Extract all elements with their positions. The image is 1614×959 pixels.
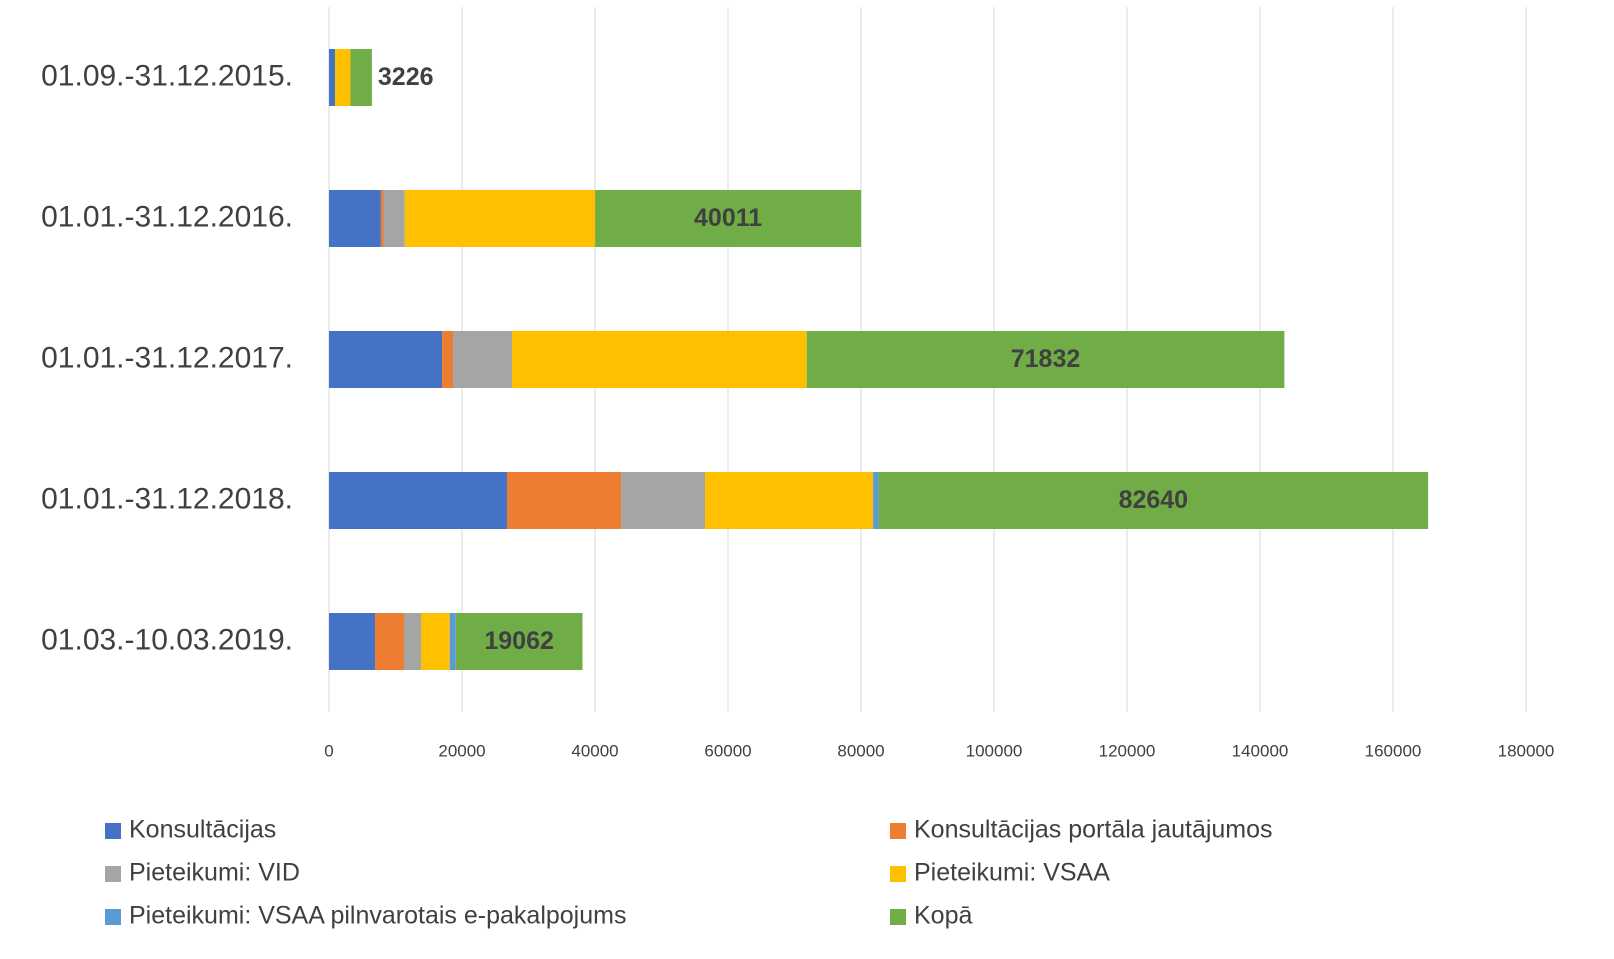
- y-tick-label: 01.03.-10.03.2019.: [41, 623, 293, 656]
- legend-label: Konsultācijas: [129, 816, 276, 844]
- bar-segment: [512, 331, 807, 388]
- legend-label: Kopā: [914, 902, 972, 930]
- legend-swatch: [105, 909, 121, 925]
- legend-swatch: [890, 823, 906, 839]
- x-tick-label: 180000: [1498, 741, 1555, 760]
- legend-label: Konsultācijas portāla jautājumos: [914, 816, 1273, 844]
- bar-segment: [329, 49, 335, 106]
- bar-segment: [329, 472, 508, 529]
- x-tick-label: 120000: [1099, 741, 1156, 760]
- bar-segment: [595, 190, 862, 247]
- bar-segment: [334, 49, 351, 106]
- legend-swatch: [105, 866, 121, 882]
- bar-segment: [878, 472, 1429, 529]
- data-label: 19062: [484, 627, 554, 655]
- x-tick-label: 0: [324, 741, 333, 760]
- data-label: 40011: [694, 204, 762, 232]
- bar-segment: [329, 613, 376, 670]
- legend-label: Pieteikumi: VSAA: [914, 859, 1110, 887]
- bar-segment: [329, 331, 443, 388]
- y-tick-label: 01.09.-31.12.2015.: [41, 59, 293, 92]
- bar-segment: [449, 613, 456, 670]
- x-tick-label: 80000: [837, 741, 884, 760]
- bar-segment: [404, 190, 596, 247]
- bar-segment: [507, 472, 622, 529]
- x-tick-label: 40000: [571, 741, 618, 760]
- bar-segment: [329, 190, 381, 247]
- bar-segment: [375, 613, 405, 670]
- bar-segment: [453, 331, 513, 388]
- bar-segment: [705, 472, 874, 529]
- x-tick-label: 140000: [1232, 741, 1289, 760]
- bar-segment: [873, 472, 879, 529]
- bar-segment: [350, 49, 372, 106]
- legend-label: Pieteikumi: VSAA pilnvarotais e-pakalpoj…: [129, 902, 626, 930]
- bar-segment: [621, 472, 706, 529]
- legend-swatch: [890, 909, 906, 925]
- x-tick-label: 160000: [1365, 741, 1422, 760]
- y-tick-label: 01.01.-31.12.2018.: [41, 482, 293, 515]
- x-tick-label: 20000: [438, 741, 485, 760]
- data-label: 3226: [378, 63, 434, 91]
- bar-segment: [380, 190, 384, 247]
- bar-segment: [421, 613, 450, 670]
- bar-segment: [806, 331, 1285, 388]
- legend-swatch: [890, 866, 906, 882]
- y-tick-label: 01.01.-31.12.2016.: [41, 200, 293, 233]
- x-tick-label: 100000: [966, 741, 1023, 760]
- data-label: 82640: [1119, 486, 1189, 514]
- legend-label: Pieteikumi: VID: [129, 859, 300, 887]
- bar-segment: [404, 613, 422, 670]
- data-label: 71832: [1011, 345, 1081, 373]
- legend-swatch: [105, 823, 121, 839]
- bar-segment: [442, 331, 454, 388]
- x-tick-label: 60000: [704, 741, 751, 760]
- bar-segment: [383, 190, 405, 247]
- y-tick-label: 01.01.-31.12.2017.: [41, 341, 293, 374]
- bar-segment: [455, 613, 583, 670]
